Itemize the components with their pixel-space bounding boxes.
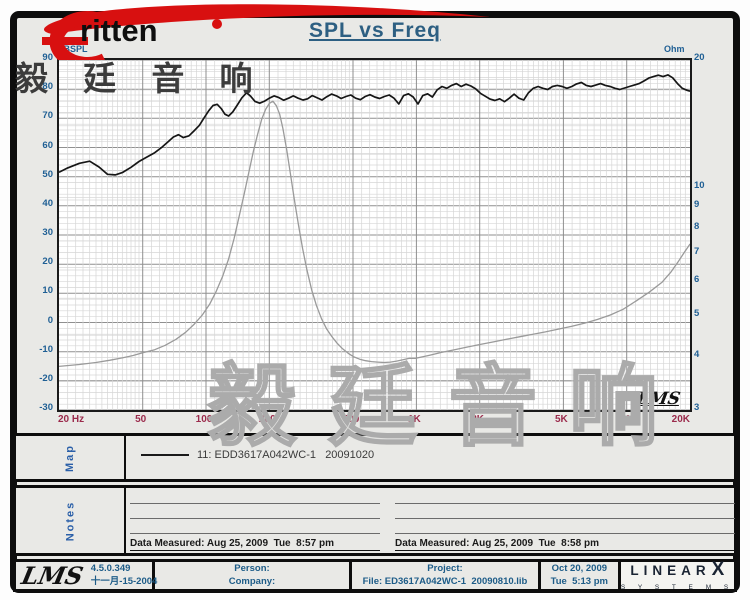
legend-line-icon — [141, 454, 189, 456]
y-left-tick: -30 — [39, 402, 53, 413]
y-right-tick: 9 — [694, 199, 700, 211]
y-left-tick: 70 — [42, 110, 53, 122]
person-label: Person: — [234, 563, 270, 575]
note-line — [130, 518, 380, 519]
y-right-tick: 8 — [694, 221, 700, 233]
y-right-tick: 7 — [694, 245, 700, 257]
linearx-x-icon: X — [711, 559, 725, 581]
ohm-axis-label: Ohm — [664, 44, 685, 54]
y-right-tick: 20 — [694, 52, 705, 63]
legend-row: 11: EDD3617A042WC-1 20091020 — [141, 449, 374, 461]
file-label: File: ED3617A042WC-1 20090810.lib — [362, 575, 528, 587]
y-left-tick: 0 — [47, 314, 53, 326]
y-right-tick: 4 — [694, 348, 700, 360]
page-title: SPL vs Freq — [309, 19, 441, 42]
footer-person-cell: Person: Company: — [155, 562, 352, 589]
spl-curve — [59, 74, 690, 176]
legend-entry: 11: EDD3617A042WC-1 20091020 — [197, 449, 375, 461]
lms-signature: LMS — [635, 389, 682, 409]
x-axis-tick: 1K — [407, 414, 421, 425]
y-right-tick: 6 — [694, 274, 700, 286]
version-text: 4.5.0.349 — [90, 563, 131, 575]
y-left-tick: -20 — [39, 372, 53, 384]
y-left-tick: -10 — [39, 343, 53, 355]
y-left-tick: 10 — [42, 285, 53, 297]
footer-lms-cell: LMS 4.5.0.349 十一月-15-2004 — [16, 560, 158, 590]
x-axis-tick: 20 Hz — [58, 414, 85, 425]
note-line — [395, 503, 735, 504]
x-axis-tick: 100 — [195, 414, 213, 425]
brand-chinese-text: 毅 廷 音 响 — [15, 60, 266, 97]
notes-panel: Notes Data Measured: Aug 25, 2009 Tue 8:… — [13, 485, 737, 556]
chart-canvas — [59, 60, 690, 410]
y-left-tick: 90 — [42, 52, 53, 63]
dbspl-axis-label: dBSPL — [58, 44, 88, 54]
data-measured-left: Data Measured: Aug 25, 2009 Tue 8:57 pm — [130, 538, 380, 551]
x-axis-tick: 50 — [135, 414, 147, 425]
y-left-tick: 50 — [42, 168, 53, 180]
footer-project-cell: Project: File: ED3617A042WC-1 20090810.l… — [352, 562, 541, 589]
plot-area: LMS — [57, 58, 692, 412]
note-line — [395, 518, 735, 519]
x-axis-tick: 500 — [342, 414, 360, 425]
x-axis-tick: 200 — [258, 414, 276, 425]
y-left-tick: 30 — [42, 227, 53, 238]
brand-dot-icon — [212, 19, 222, 29]
footer-date-cell: Oct 20, 2009 Tue 5:13 pm — [541, 562, 621, 589]
x-axis-tick: 2K — [471, 414, 485, 425]
x-axis-tick: 10K — [615, 414, 634, 425]
note-line — [395, 533, 735, 534]
footer-bar: LMS 4.5.0.349 十一月-15-2004 Person: Compan… — [13, 559, 737, 592]
data-measured-right: Data Measured: Aug 25, 2009 Tue 8:58 pm — [395, 538, 735, 551]
lms-footer-logo: LMS — [18, 560, 86, 590]
y-left-tick: 60 — [42, 139, 53, 151]
y-right-tick: 3 — [694, 402, 700, 413]
map-panel-label: Map — [16, 436, 126, 479]
x-axis-tick: 5K — [554, 414, 568, 425]
linearx-wordmark: LINEAR X — [630, 558, 724, 583]
y-left-tick: 40 — [42, 197, 53, 209]
note-line — [130, 503, 380, 504]
footer-date: Oct 20, 2009 — [551, 563, 608, 575]
company-label: Company: — [228, 575, 276, 587]
note-line — [130, 533, 380, 534]
y-left-tick: 20 — [42, 256, 53, 268]
map-panel: Map 11: EDD3617A042WC-1 20091020 — [13, 433, 737, 482]
linearx-logo: LINEAR X S Y S T E M S — [620, 559, 734, 592]
x-axis-tick: 20K — [671, 414, 690, 425]
notes-panel-label: Notes — [16, 488, 126, 553]
brand-name: ritten — [80, 13, 158, 48]
linearx-systems-text: S Y S T E M S — [620, 584, 734, 592]
y-left-tick: 80 — [42, 81, 53, 93]
y-right-tick: 10 — [694, 179, 705, 191]
impedance-curve — [59, 100, 690, 368]
y-right-tick: 5 — [694, 307, 700, 319]
project-label: Project: — [427, 563, 463, 575]
version-date: 十一月-15-2004 — [90, 575, 158, 587]
footer-time: Tue 5:13 pm — [550, 575, 608, 587]
